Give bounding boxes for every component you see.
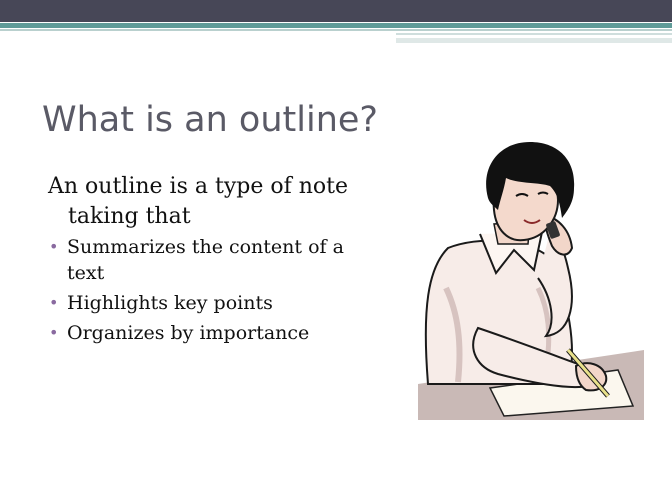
bullet-icon: •: [49, 323, 59, 342]
bullet-item: • Organizes by importance: [48, 320, 348, 346]
pencil-shape: [566, 349, 610, 397]
bullet-icon: •: [49, 237, 59, 256]
header-stripe: [0, 23, 672, 28]
bullet-list: • Summarizes the content of a text • Highl…: [48, 234, 348, 346]
bullet-icon: •: [49, 293, 59, 312]
fold-shape: [443, 286, 463, 383]
header-stripe-paler: [396, 38, 672, 43]
header-stripe-pale: [396, 33, 672, 35]
header-stripe-light: [0, 29, 672, 31]
phone-shape: [546, 221, 560, 239]
hair-shape: [486, 142, 575, 218]
bullet-item: • Summarizes the content of a text: [48, 234, 348, 286]
woman-on-phone-icon: [418, 142, 644, 420]
slide-body: An outline is a type of note taking that…: [48, 172, 348, 350]
bullet-text: Summarizes the content of a text: [67, 236, 344, 284]
header-bar: [0, 0, 672, 22]
lead-text: An outline is a type of note taking that: [48, 174, 349, 229]
mouth-shape: [523, 219, 541, 224]
bullet-item: • Highlights key points: [48, 290, 348, 316]
eye-shape: [515, 193, 529, 197]
eye-shape: [537, 191, 549, 195]
bullet-text: Organizes by importance: [67, 322, 310, 344]
slide-title: What is an outline?: [42, 100, 378, 140]
bullet-text: Highlights key points: [67, 292, 273, 314]
